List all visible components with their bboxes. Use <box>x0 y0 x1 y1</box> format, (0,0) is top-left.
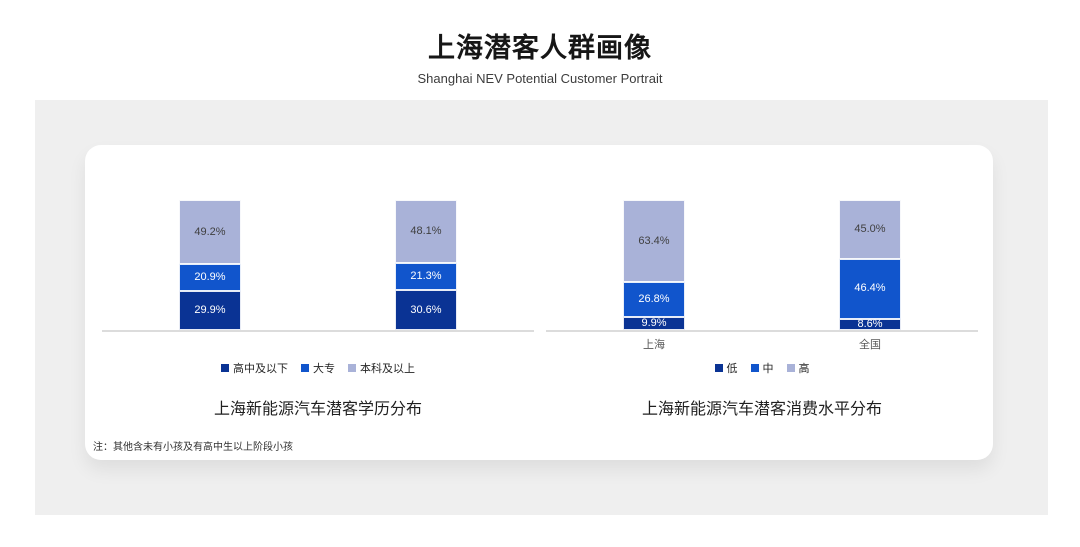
legend-swatch-icon <box>786 364 795 372</box>
legend-item: 本科及以上 <box>348 360 415 376</box>
value-label: 46.4% <box>854 282 886 295</box>
value-label: 63.4% <box>638 234 670 247</box>
charts-row: 29.9% 20.9% 49.2% 30.6% 21.3% 48.1% 高中及以下 大专 本科… <box>85 145 993 419</box>
legend-label: 大专 <box>313 363 335 375</box>
legend-label: 高中及以下 <box>233 363 288 375</box>
bar-segment: 26.8% <box>623 282 685 318</box>
legend-item: 低 <box>714 360 738 376</box>
legend-label: 低 <box>726 363 738 375</box>
bar-segment: 46.4% <box>839 258 901 319</box>
value-label: 26.8% <box>638 293 670 306</box>
category-label <box>102 336 318 351</box>
bar-segment: 30.6% <box>395 290 457 330</box>
category-cell: 8.6% 46.4% 45.0% <box>762 200 978 330</box>
value-label: 29.9% <box>194 304 226 317</box>
legend-label: 中 <box>762 363 774 375</box>
footnote: 注：其他含未有小孩及有高中生以上阶段小孩 <box>93 442 293 453</box>
content-panel: 29.9% 20.9% 49.2% 30.6% 21.3% 48.1% 高中及以下 大专 本科… <box>35 100 1048 515</box>
legend-swatch-icon <box>221 364 229 372</box>
legend-swatch-icon <box>714 364 723 372</box>
bar-segment: 29.9% <box>179 291 241 330</box>
value-label: 21.3% <box>410 269 442 282</box>
education-distribution-chart: 29.9% 20.9% 49.2% 30.6% 21.3% 48.1% 高中及以下 大专 本科… <box>102 200 534 419</box>
page-subtitle: Shanghai NEV Potential Customer Portrait <box>417 71 663 86</box>
legend-label: 本科及以上 <box>360 363 415 375</box>
stacked-bar: 29.9% 20.9% 49.2% <box>179 200 241 330</box>
legend-item: 中 <box>750 360 774 376</box>
legend-swatch-icon <box>750 364 759 372</box>
bar-segment: 49.2% <box>179 200 241 264</box>
stacked-bar: 9.9% 26.8% 63.4% <box>623 199 685 330</box>
category-cell: 9.9% 26.8% 63.4% <box>546 199 762 330</box>
value-label: 30.6% <box>410 303 442 316</box>
category-cell: 30.6% 21.3% 48.1% <box>318 200 534 330</box>
page-header: 上海潜客人群画像 Shanghai NEV Potential Customer… <box>0 26 1080 86</box>
education-chart-title: 上海新能源汽车潜客学历分布 <box>213 401 422 418</box>
bar-segment: 8.6% <box>839 317 901 330</box>
value-label: 8.6% <box>857 317 883 330</box>
legend-label: 高 <box>798 363 810 375</box>
legend-item: 高 <box>786 360 810 376</box>
education-chart-plot: 29.9% 20.9% 49.2% 30.6% 21.3% 48.1% <box>102 200 534 332</box>
stacked-bar: 8.6% 46.4% 45.0% <box>839 200 901 330</box>
bar-segment: 9.9% <box>623 317 685 330</box>
bar-segment: 45.0% <box>839 200 901 259</box>
consumption-level-chart: 9.9% 26.8% 63.4% 8.6% 46.4% 45.0% 上海 全国 低 中 高 上海… <box>546 199 978 419</box>
value-label: 49.2% <box>194 225 226 238</box>
consumption-chart-plot: 9.9% 26.8% 63.4% 8.6% 46.4% 45.0% <box>546 199 978 332</box>
bar-segment: 20.9% <box>179 263 241 292</box>
category-label: 上海 <box>643 339 665 351</box>
education-chart-category-row <box>102 336 534 351</box>
category-label: 全国 <box>859 339 881 351</box>
bar-segment: 21.3% <box>395 262 457 291</box>
legend-swatch-icon <box>301 364 309 372</box>
stacked-bar: 30.6% 21.3% 48.1% <box>395 200 457 330</box>
legend-swatch-icon <box>348 364 356 372</box>
category-label <box>318 336 534 351</box>
value-label: 20.9% <box>194 271 226 284</box>
education-chart-legend: 高中及以下 大专 本科及以上 <box>102 360 534 376</box>
category-cell: 29.9% 20.9% 49.2% <box>102 200 318 330</box>
value-label: 9.9% <box>641 317 667 330</box>
value-label: 48.1% <box>410 224 442 237</box>
page-title: 上海潜客人群画像 <box>428 33 652 63</box>
consumption-chart-title: 上海新能源汽车潜客消费水平分布 <box>641 401 882 418</box>
charts-card: 29.9% 20.9% 49.2% 30.6% 21.3% 48.1% 高中及以下 大专 本科… <box>85 145 993 460</box>
value-label: 45.0% <box>854 222 886 235</box>
legend-item: 大专 <box>301 360 335 376</box>
consumption-chart-category-row: 上海 全国 <box>546 336 978 351</box>
legend-item: 高中及以下 <box>221 360 288 376</box>
bar-segment: 63.4% <box>623 199 685 283</box>
consumption-chart-legend: 低中高 <box>546 360 978 376</box>
bar-segment: 48.1% <box>395 200 457 263</box>
